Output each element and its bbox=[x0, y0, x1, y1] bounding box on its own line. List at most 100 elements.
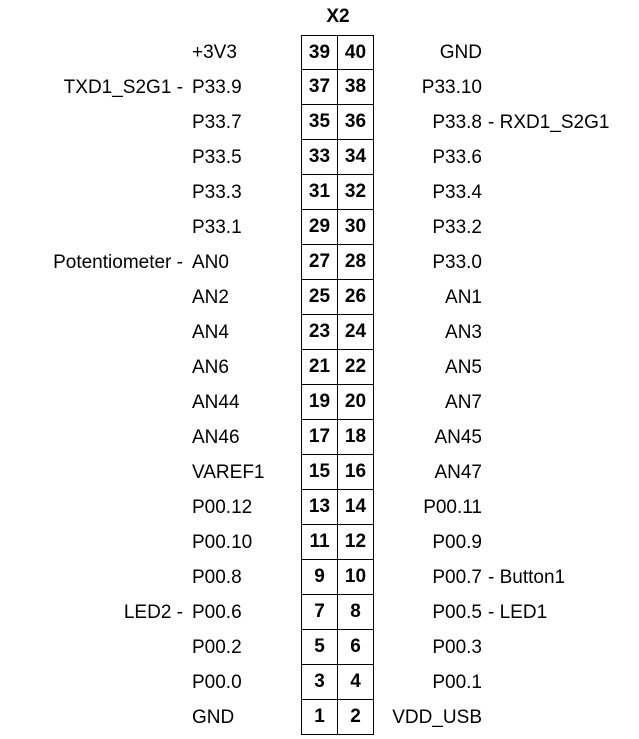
right-extra-label: - RXD1_S2G1 bbox=[488, 112, 610, 133]
left-signal-name: P00.10 bbox=[192, 532, 253, 553]
left-pin-number: 23 bbox=[301, 315, 338, 350]
pin-row: GND 1 2 VDD_USB bbox=[0, 700, 639, 735]
left-pin-number: 21 bbox=[301, 350, 338, 385]
right-signal-name: AN5 bbox=[445, 357, 482, 378]
right-signal-name: P00.9 bbox=[432, 532, 482, 553]
right-pin-number: 40 bbox=[337, 35, 374, 70]
left-signal-name: VAREF1 bbox=[192, 462, 265, 483]
right-pin-number: 12 bbox=[337, 525, 374, 560]
left-pin-number: 7 bbox=[301, 595, 338, 630]
pin-row: P00.10 11 12 P00.9 bbox=[0, 525, 639, 560]
pin-row: P33.1 29 30 P33.2 bbox=[0, 210, 639, 245]
right-signal-name: VDD_USB bbox=[392, 707, 482, 728]
right-signal-name: AN3 bbox=[445, 322, 482, 343]
right-pin-number: 24 bbox=[337, 315, 374, 350]
right-pin-number: 16 bbox=[337, 455, 374, 490]
left-pin-number: 17 bbox=[301, 420, 338, 455]
left-signal-name: P00.8 bbox=[192, 567, 242, 588]
right-extra-label: - LED1 bbox=[488, 602, 548, 623]
pin-row: P00.2 5 6 P00.3 bbox=[0, 630, 639, 665]
left-pin-number: 25 bbox=[301, 280, 338, 315]
pin-row: Potentiometer - AN0 27 28 P33.0 bbox=[0, 245, 639, 280]
right-signal-name: P33.4 bbox=[432, 182, 482, 203]
pin-row: P00.8 9 10 P00.7 - Button1 bbox=[0, 560, 639, 595]
pin-row: P33.7 35 36 P33.8 - RXD1_S2G1 bbox=[0, 105, 639, 140]
pinout-table: +3V3 3 9 40 GND TXD1_S2G1 - P33.9 37 38 P33.10 P33… bbox=[0, 35, 639, 735]
right-signal-name: P00.7 bbox=[432, 567, 482, 588]
pin-row: AN4 23 24 AN3 bbox=[0, 315, 639, 350]
pin-row: TXD1_S2G1 - P33.9 37 38 P33.10 bbox=[0, 70, 639, 105]
right-pin-number: 32 bbox=[337, 175, 374, 210]
pin-row: AN6 21 22 AN5 bbox=[0, 350, 639, 385]
right-signal-name: GND bbox=[439, 42, 482, 63]
left-signal-name: P33.1 bbox=[192, 217, 242, 238]
right-pin-number: 2 bbox=[337, 700, 374, 735]
right-signal-name: P00.1 bbox=[432, 672, 482, 693]
pin-row: VAREF1 15 16 AN47 bbox=[0, 455, 639, 490]
left-pin-number: 13 bbox=[301, 490, 338, 525]
right-signal-name: P33.0 bbox=[432, 252, 482, 273]
right-pin-number: 28 bbox=[337, 245, 374, 280]
right-pin-number: 4 bbox=[337, 665, 374, 700]
right-extra-label: - Button1 bbox=[488, 567, 566, 588]
left-pin-number: 33 bbox=[301, 140, 338, 175]
right-signal-name: AN45 bbox=[434, 427, 482, 448]
pin-row: AN46 17 18 AN45 bbox=[0, 420, 639, 455]
left-signal-name: +3V3 bbox=[192, 42, 237, 63]
connector-title: X2 bbox=[326, 6, 350, 27]
left-signal-name: P00.0 bbox=[192, 672, 242, 693]
right-pin-number: 6 bbox=[337, 630, 374, 665]
right-pin-number: 14 bbox=[337, 490, 374, 525]
pin-row: AN44 19 20 AN7 bbox=[0, 385, 639, 420]
left-pin-number: 11 bbox=[301, 525, 338, 560]
left-signal-name: P00.12 bbox=[192, 497, 253, 518]
left-pin-number: 27 bbox=[301, 245, 338, 280]
right-signal-name: P33.6 bbox=[432, 147, 482, 168]
right-pin-number: 30 bbox=[337, 210, 374, 245]
left-signal-name: P00.6 bbox=[192, 602, 242, 623]
left-pin-number: 31 bbox=[301, 175, 338, 210]
left-extra-label: Potentiometer - bbox=[53, 252, 183, 273]
left-signal-name: GND bbox=[192, 707, 235, 728]
left-pin-number: 9 bbox=[301, 560, 338, 595]
left-pin-number: 29 bbox=[301, 210, 338, 245]
left-pin-number: 35 bbox=[301, 105, 338, 140]
right-pin-number: 34 bbox=[337, 140, 374, 175]
pin-row: P00.0 3 4 P00.1 bbox=[0, 665, 639, 700]
right-pin-number: 26 bbox=[337, 280, 374, 315]
left-signal-name: P33.3 bbox=[192, 182, 242, 203]
right-signal-name: P33.10 bbox=[421, 77, 482, 98]
right-signal-name: P00.3 bbox=[432, 637, 482, 658]
left-pin-number: 15 bbox=[301, 455, 338, 490]
left-signal-name: AN46 bbox=[192, 427, 240, 448]
left-signal-name: P33.9 bbox=[192, 77, 242, 98]
right-signal-name: P00.5 bbox=[432, 602, 482, 623]
right-pin-number: 10 bbox=[337, 560, 374, 595]
right-pin-number: 22 bbox=[337, 350, 374, 385]
right-signal-name: AN47 bbox=[434, 462, 482, 483]
left-extra-label: LED2 - bbox=[123, 602, 183, 623]
left-signal-name: P33.5 bbox=[192, 147, 242, 168]
left-signal-name: P00.2 bbox=[192, 637, 242, 658]
pin-row: +3V3 39 40 GND bbox=[0, 35, 639, 70]
left-pin-number: 5 bbox=[301, 630, 338, 665]
left-pin-number: 3 bbox=[301, 665, 338, 700]
pin-row: AN2 25 26 AN1 bbox=[0, 280, 639, 315]
right-signal-name: P33.8 bbox=[432, 112, 482, 133]
pin-row: P33.5 33 34 P33.6 bbox=[0, 140, 639, 175]
left-signal-name: AN6 bbox=[192, 357, 229, 378]
left-signal-name: AN2 bbox=[192, 287, 229, 308]
pin-row: LED2 - P00.6 7 8 P00.5 - LED1 bbox=[0, 595, 639, 630]
left-signal-name: AN44 bbox=[192, 392, 240, 413]
left-pin-number: 1 bbox=[301, 700, 338, 735]
left-pin-number: 19 bbox=[301, 385, 338, 420]
left-pin-number: 37 bbox=[301, 70, 338, 105]
left-extra-label: TXD1_S2G1 - bbox=[63, 77, 183, 98]
left-signal-name: P33.7 bbox=[192, 112, 242, 133]
right-pin-number: 36 bbox=[337, 105, 374, 140]
right-pin-number: 38 bbox=[337, 70, 374, 105]
right-signal-name: AN1 bbox=[445, 287, 482, 308]
pin-row: P33.3 31 32 P33.4 bbox=[0, 175, 639, 210]
right-signal-name: P33.2 bbox=[432, 217, 482, 238]
right-pin-number: 18 bbox=[337, 420, 374, 455]
